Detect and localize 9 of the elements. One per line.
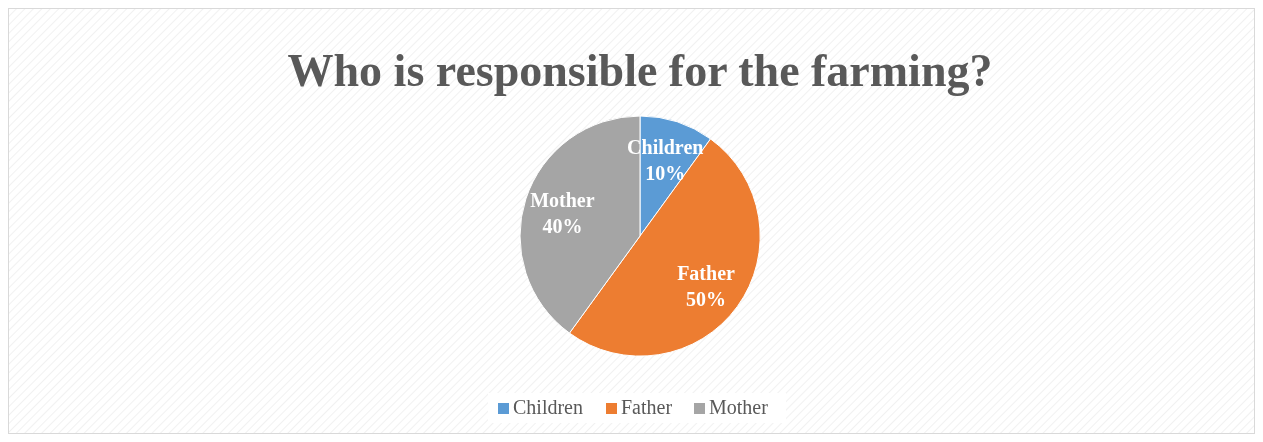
data-label: 50% [686,287,727,310]
chart-title: Who is responsible for the farming? [287,45,993,96]
data-label: 40% [542,214,583,237]
legend-label: Children [513,396,583,418]
slice-label: Mother [530,188,595,211]
legend-label: Mother [709,396,769,418]
data-label: 10% [645,162,686,185]
legend-label: Father [621,396,673,418]
slice-label: Father [677,261,736,284]
